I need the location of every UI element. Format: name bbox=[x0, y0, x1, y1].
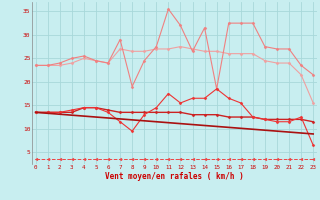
X-axis label: Vent moyen/en rafales ( km/h ): Vent moyen/en rafales ( km/h ) bbox=[105, 172, 244, 181]
